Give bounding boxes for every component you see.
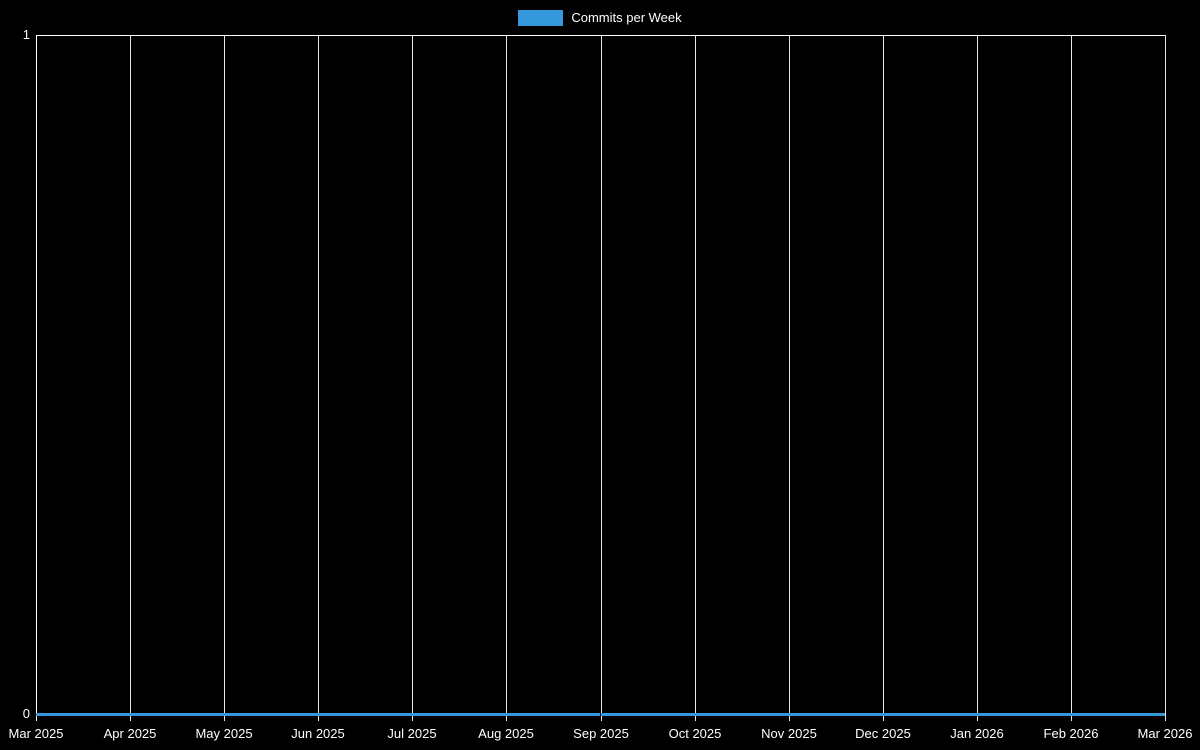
series-segment bbox=[882, 712, 977, 716]
gridline bbox=[506, 35, 507, 721]
series-segment bbox=[130, 712, 225, 716]
x-axis-tick-label: Jan 2026 bbox=[950, 726, 1004, 741]
gridline bbox=[130, 35, 131, 721]
legend-swatch-icon bbox=[518, 10, 564, 26]
x-axis-tick-label: Feb 2026 bbox=[1043, 726, 1099, 741]
x-axis-tick-label: Mar 2026 bbox=[1137, 726, 1193, 741]
chart-legend: Commits per Week bbox=[0, 7, 1200, 29]
x-axis-tick-label: Dec 2025 bbox=[855, 726, 911, 741]
x-axis-tick-label: Jul 2025 bbox=[387, 726, 437, 741]
x-axis-tick-label: Nov 2025 bbox=[761, 726, 817, 741]
series-segment bbox=[788, 712, 883, 716]
series-segment bbox=[1070, 712, 1165, 716]
x-axis-tick-label: Oct 2025 bbox=[668, 726, 722, 741]
series-segment bbox=[36, 712, 131, 716]
series-segment bbox=[506, 712, 601, 716]
gridline bbox=[224, 35, 225, 721]
x-axis-tick-label: Jun 2025 bbox=[291, 726, 345, 741]
y-axis-tick-label-0: 0 bbox=[22, 706, 30, 721]
gridline bbox=[318, 35, 319, 721]
series-segment bbox=[224, 712, 319, 716]
gridline bbox=[695, 35, 696, 721]
gridline bbox=[412, 35, 413, 721]
legend-item-commits-per-week[interactable]: Commits per Week bbox=[518, 10, 682, 26]
series-segment bbox=[318, 712, 413, 716]
x-axis-tick-label: Apr 2025 bbox=[103, 726, 157, 741]
series-segment bbox=[412, 712, 507, 716]
gridline bbox=[601, 35, 602, 721]
series-segment bbox=[694, 712, 789, 716]
series-segment bbox=[976, 712, 1071, 716]
x-axis-tick-label: Sep 2025 bbox=[573, 726, 629, 741]
gridline bbox=[1165, 35, 1166, 721]
gridline bbox=[36, 35, 37, 721]
y-axis-tick-label-1: 1 bbox=[22, 27, 30, 42]
x-axis-tick-label: Mar 2025 bbox=[8, 726, 64, 741]
gridline bbox=[977, 35, 978, 721]
gridline bbox=[883, 35, 884, 721]
series-segment bbox=[600, 712, 695, 716]
x-axis-tick-label: Aug 2025 bbox=[478, 726, 534, 741]
gridline bbox=[1071, 35, 1072, 721]
gridline bbox=[789, 35, 790, 721]
legend-item-label: Commits per Week bbox=[571, 10, 682, 25]
x-axis-tick-label: May 2025 bbox=[195, 726, 253, 741]
